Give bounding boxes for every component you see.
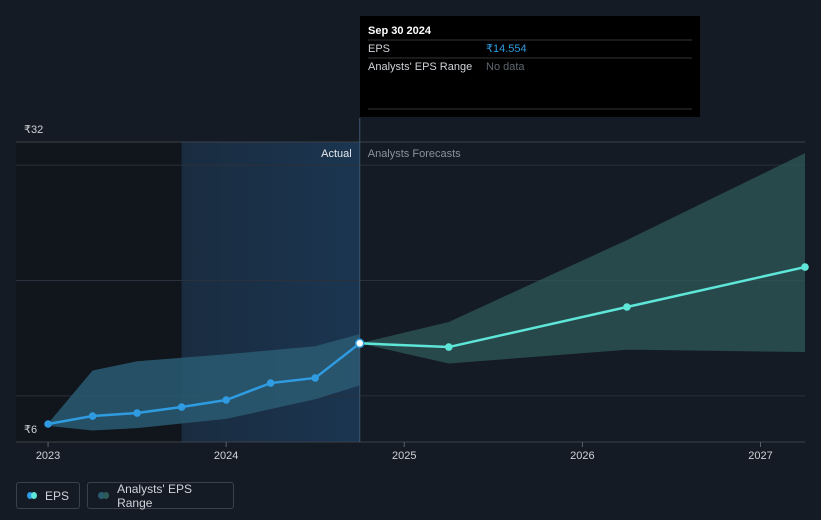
eps-point (44, 420, 52, 428)
y-tick-label: ₹32 (24, 124, 43, 136)
x-tick-label: 2025 (392, 450, 416, 462)
legend-range[interactable]: Analysts' EPS Range (87, 481, 234, 510)
tooltip-label: EPS (368, 43, 390, 55)
eps-point (354, 338, 365, 349)
x-tick-label: 2027 (748, 450, 772, 462)
eps-point (801, 263, 809, 271)
x-tick-label: 2024 (214, 450, 238, 462)
eps-point (311, 374, 320, 382)
legend-swatch (30, 492, 37, 499)
legend-swatch (27, 492, 33, 499)
legend-label: EPS (44, 488, 69, 503)
legend-label: Analysts' EPS Range (117, 481, 193, 510)
tooltip-value: ₹14.554 (486, 43, 527, 55)
tooltip (360, 16, 700, 117)
forecast-label: Analysts Forecasts (368, 148, 461, 160)
eps-point (444, 343, 453, 351)
eps-point (88, 412, 97, 420)
legend-eps[interactable]: EPS (16, 482, 80, 509)
range-area (48, 334, 360, 431)
eps-line (47, 342, 361, 426)
eps-point (623, 303, 631, 311)
x-tick-label: 2026 (570, 450, 594, 462)
eps-point (177, 403, 186, 411)
tooltip-value: No data (486, 61, 525, 73)
eps-point (266, 379, 275, 387)
eps-point (133, 409, 141, 417)
actual-label: Actual (321, 148, 352, 160)
tooltip-title: Sep 30 2024 (368, 25, 432, 37)
eps-point (222, 396, 230, 404)
range-area (359, 153, 805, 364)
y-tick-label: ₹6 (24, 424, 37, 436)
legend-swatch (102, 492, 110, 499)
x-tick-label: 2023 (36, 450, 60, 462)
legend-swatch (98, 492, 105, 499)
tooltip-label: Analysts' EPS Range (368, 61, 472, 73)
eps-line (359, 265, 806, 349)
